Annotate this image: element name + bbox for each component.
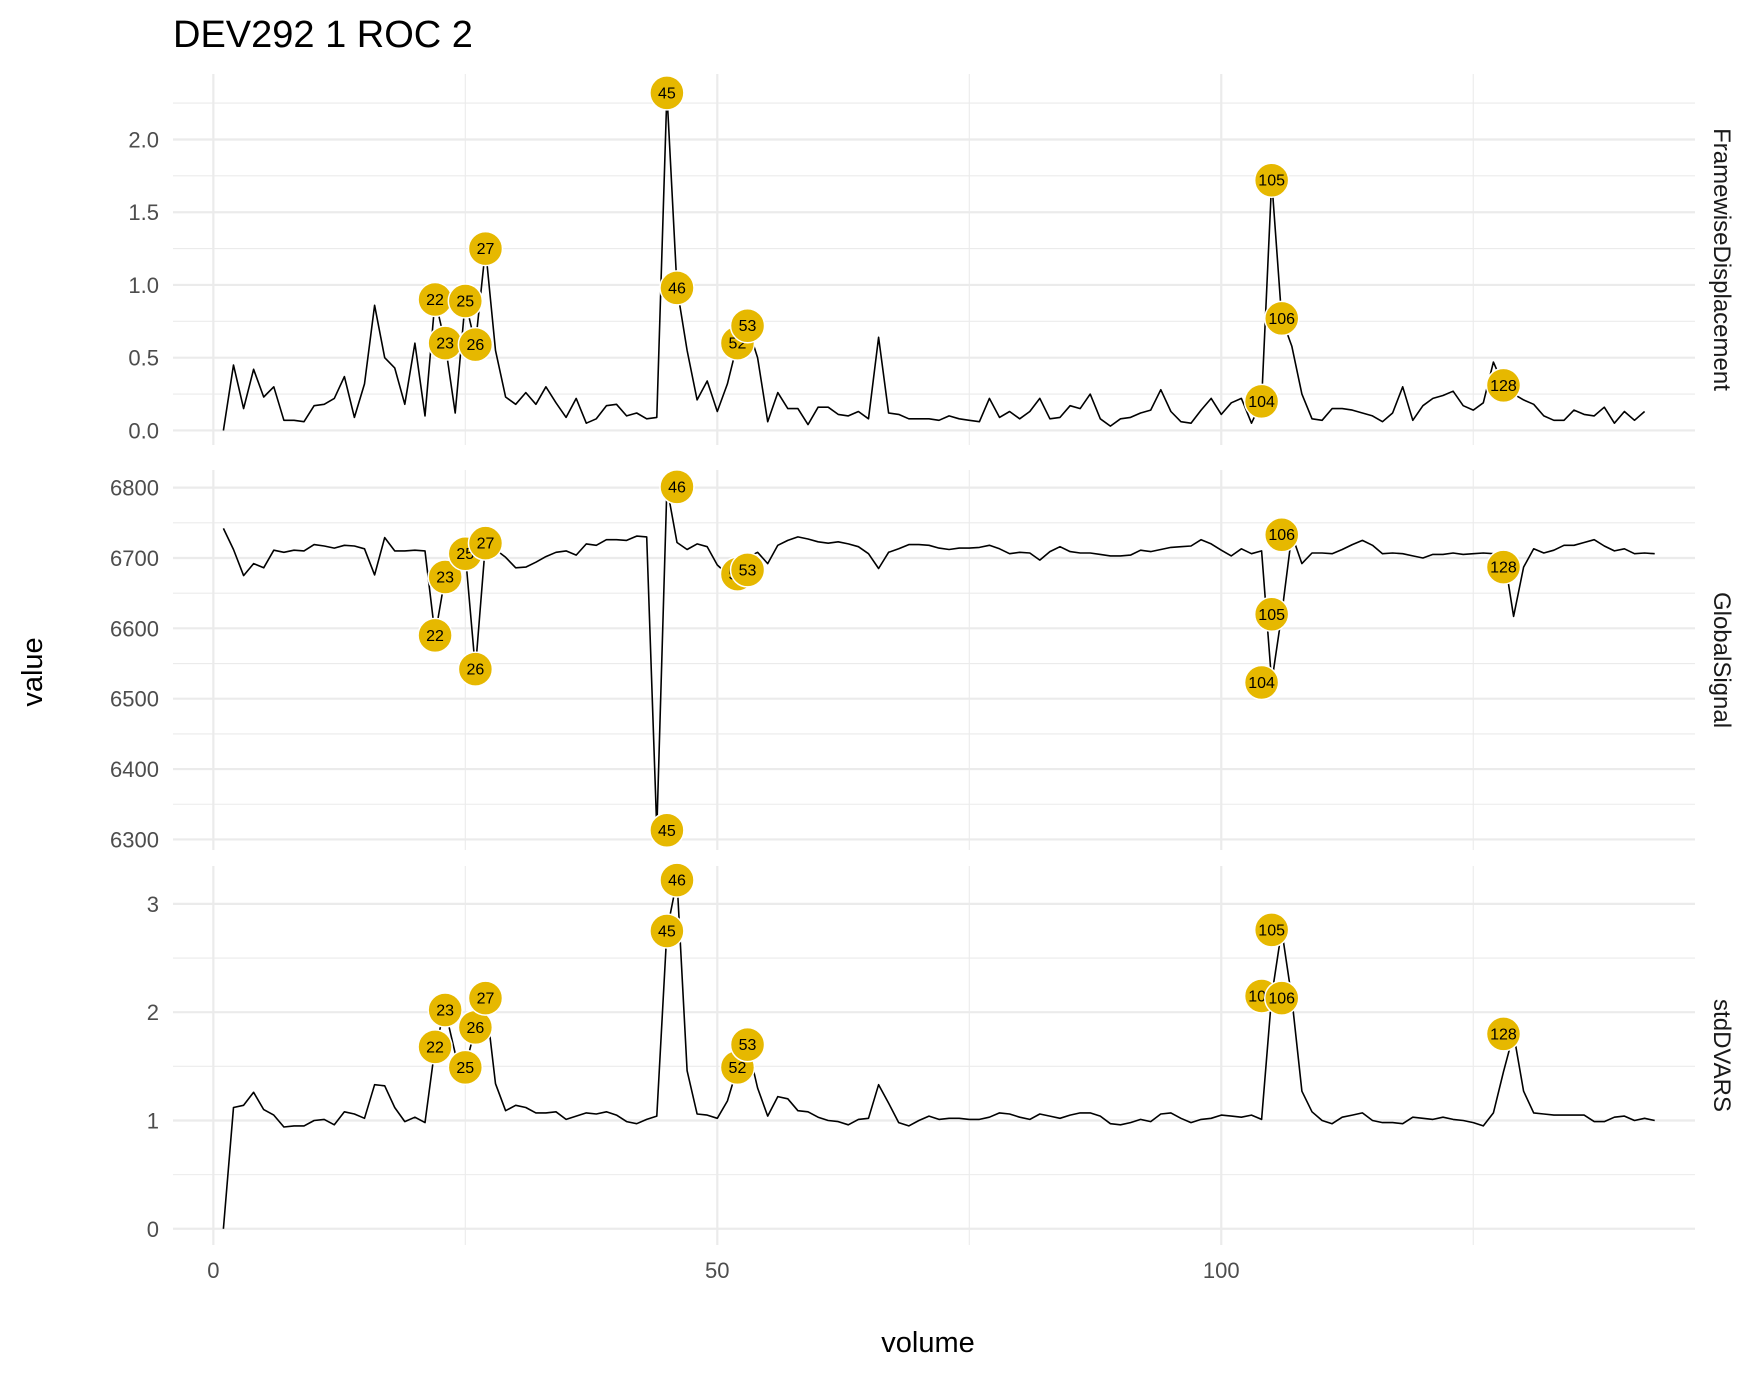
- flagged-point-label: 104: [1248, 394, 1275, 411]
- flagged-point: [649, 812, 685, 849]
- flagged-point: [447, 283, 484, 319]
- flagged-point-label: 22: [426, 292, 444, 309]
- series-line-GlobalSignal: [222, 486, 1655, 832]
- flagged-point-label: 27: [477, 241, 495, 258]
- x-axis-title: volume: [881, 1327, 975, 1359]
- y-tick-label: 1.0: [128, 273, 159, 298]
- flagged-point: [467, 980, 504, 1016]
- flagged-point-label: 26: [466, 1020, 484, 1037]
- flagged-point-label: 46: [668, 873, 686, 890]
- flagged-point: [447, 1049, 484, 1086]
- facet-panel-GlobalSignal: 6300640065006600670068002223252627454652…: [110, 469, 1735, 852]
- chart-title: DEV292 1 ROC 2: [173, 14, 473, 56]
- flagged-point-label: 128: [1490, 378, 1517, 395]
- flagged-point: [649, 913, 685, 949]
- flagged-point-label: 105: [1258, 607, 1285, 624]
- flagged-point-label: 27: [477, 536, 495, 553]
- y-tick-label: 2: [147, 1000, 159, 1025]
- flagged-point: [1263, 516, 1300, 553]
- facet-strip-label: GlobalSignal: [1708, 592, 1735, 728]
- flagged-point-label: 106: [1268, 311, 1295, 328]
- facet-strip-label: stdDVARS: [1708, 999, 1735, 1112]
- flagged-point: [417, 1029, 453, 1065]
- flagged-point-label: 45: [658, 823, 676, 840]
- y-tick-label: 6300: [110, 827, 159, 852]
- flagged-point: [427, 992, 463, 1028]
- flagged-point: [417, 617, 453, 654]
- flagged-point-label: 27: [477, 991, 495, 1008]
- flagged-point-label: 23: [436, 569, 454, 586]
- flagged-point: [649, 75, 685, 111]
- y-tick-label: 6400: [110, 757, 159, 782]
- flagged-point-label: 105: [1258, 922, 1285, 939]
- flagged-point: [1243, 383, 1280, 420]
- y-tick-label: 2.0: [128, 127, 159, 152]
- facet-panels: 0.00.51.01.52.02223252627454652531041051…: [110, 74, 1735, 1245]
- flagged-point-label: 45: [658, 85, 676, 102]
- y-tick-label: 3: [147, 892, 159, 917]
- y-tick-label: 6700: [110, 546, 159, 571]
- y-tick-label: 0.5: [128, 346, 159, 371]
- flagged-point-label: 23: [436, 336, 454, 353]
- y-tick-label: 6800: [110, 476, 159, 501]
- flagged-point-label: 22: [426, 1039, 444, 1056]
- x-tick-label: 100: [1203, 1258, 1240, 1283]
- flagged-point-label: 52: [729, 1060, 747, 1077]
- flagged-point-label: 53: [739, 562, 757, 579]
- flagged-point: [659, 270, 695, 306]
- flagged-point: [1253, 912, 1290, 948]
- flagged-point-label: 53: [739, 1037, 757, 1054]
- flagged-point: [467, 525, 504, 561]
- flagged-point-label: 25: [456, 293, 474, 310]
- flagged-point: [729, 1026, 766, 1063]
- flagged-point: [1485, 1016, 1522, 1052]
- y-tick-label: 6600: [110, 616, 159, 641]
- facet-panel-FramewiseDisplacement: 0.00.51.01.52.02223252627454652531041051…: [128, 74, 1735, 445]
- flagged-point-label: 105: [1258, 173, 1285, 190]
- flagged-point-label: 26: [466, 337, 484, 354]
- flagged-point: [1485, 367, 1522, 404]
- x-tick-label: 50: [705, 1258, 729, 1283]
- flagged-point: [457, 326, 494, 363]
- x-axis-ticks: 0 50 100: [207, 1258, 1239, 1283]
- flagged-point: [1253, 162, 1290, 198]
- flagged-point: [467, 230, 504, 267]
- flagged-point-label: 46: [668, 479, 686, 496]
- flagged-point-label: 106: [1268, 527, 1295, 544]
- flagged-point: [1485, 549, 1522, 585]
- flagged-point: [729, 552, 766, 588]
- flagged-point: [729, 307, 766, 344]
- flagged-point-label: 128: [1490, 1026, 1517, 1043]
- y-axis-title: value: [17, 637, 49, 706]
- flagged-point: [1263, 980, 1300, 1016]
- y-tick-label: 1.5: [128, 200, 159, 225]
- flagged-point-label: 23: [436, 1003, 454, 1020]
- flagged-point-label: 45: [658, 923, 676, 940]
- flagged-point-label: 106: [1268, 991, 1295, 1008]
- flagged-point-label: 26: [466, 662, 484, 679]
- flagged-point: [427, 559, 463, 595]
- flagged-point: [1243, 664, 1280, 701]
- flagged-point: [659, 469, 695, 505]
- x-tick-label: 0: [207, 1258, 219, 1283]
- y-tick-label: 6500: [110, 687, 159, 712]
- flagged-point-label: 53: [739, 318, 757, 335]
- flagged-point-label: 25: [456, 1060, 474, 1077]
- y-tick-label: 0.0: [128, 418, 159, 443]
- flagged-point-label: 128: [1490, 560, 1517, 577]
- flagged-point-label: 46: [668, 280, 686, 297]
- flagged-point-label: 104: [1248, 675, 1275, 692]
- flagged-point: [1263, 300, 1300, 337]
- flagged-point: [1253, 596, 1290, 633]
- y-tick-label: 0: [147, 1217, 159, 1242]
- flagged-point: [659, 862, 695, 898]
- facet-strip-label: FramewiseDisplacement: [1708, 128, 1735, 391]
- series-line-FramewiseDisplacement: [222, 92, 1646, 431]
- flagged-point-label: 22: [426, 628, 444, 645]
- flagged-point: [457, 651, 494, 687]
- y-tick-label: 1: [147, 1108, 159, 1133]
